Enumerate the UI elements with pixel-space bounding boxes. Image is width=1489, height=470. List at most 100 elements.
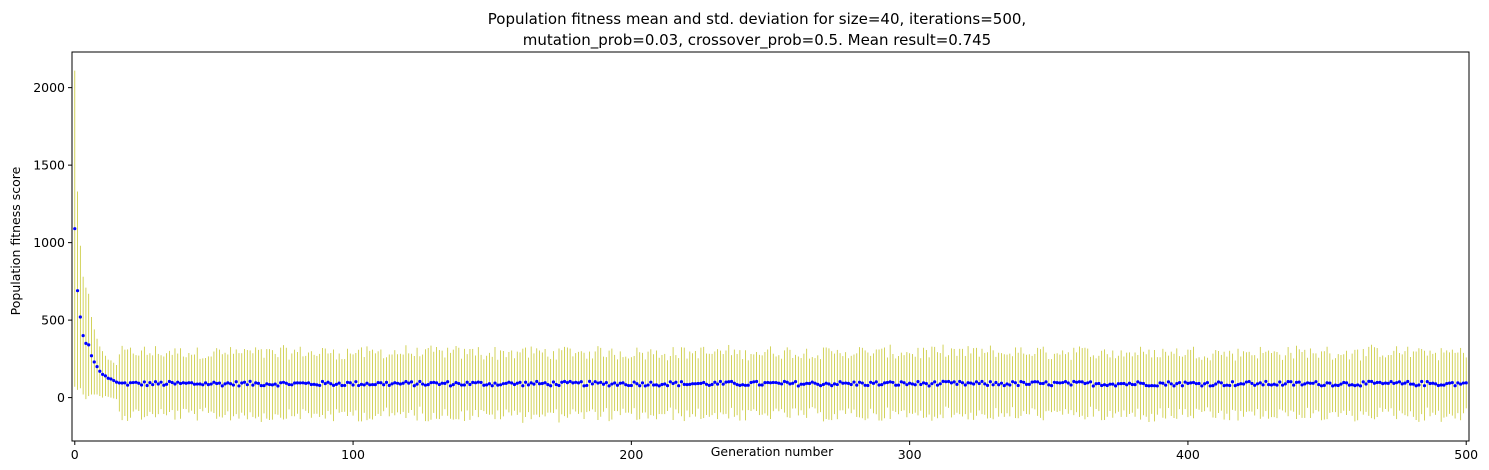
mean-point — [365, 381, 369, 385]
mean-point — [1375, 380, 1379, 385]
mean-point — [857, 380, 862, 384]
mean-point — [546, 383, 550, 387]
mean-point — [1008, 383, 1012, 387]
mean-point — [849, 382, 853, 387]
mean-point — [732, 381, 736, 385]
mean-point — [351, 383, 355, 387]
mean-point — [643, 384, 647, 388]
mean-point — [382, 383, 386, 387]
mean-point — [579, 380, 583, 384]
mean-point — [293, 381, 297, 385]
mean-point — [465, 380, 469, 384]
mean-point — [624, 383, 628, 387]
mean-point — [1225, 383, 1229, 387]
mean-point — [796, 384, 800, 388]
mean-point — [780, 382, 784, 386]
mean-point — [1317, 382, 1321, 387]
mean-point — [1389, 379, 1393, 384]
mean-point — [582, 384, 586, 388]
mean-point — [576, 381, 581, 385]
mean-point — [933, 380, 937, 384]
mean-point — [710, 382, 714, 387]
mean-point — [1052, 380, 1056, 384]
mean-point — [994, 380, 998, 385]
mean-point — [1325, 381, 1329, 385]
mean-point — [1425, 380, 1429, 384]
mean-point — [1069, 383, 1073, 387]
mean-point — [320, 379, 325, 384]
mean-point — [699, 381, 703, 385]
mean-point — [448, 384, 453, 388]
mean-point — [87, 343, 91, 347]
mean-point — [359, 382, 364, 386]
mean-point — [955, 382, 959, 386]
mean-point — [220, 384, 224, 388]
mean-point — [818, 384, 823, 388]
mean-point — [604, 381, 608, 385]
mean-point — [145, 383, 149, 388]
mean-point — [1191, 380, 1196, 385]
mean-point — [607, 384, 611, 388]
mean-point — [373, 383, 377, 387]
mean-point — [807, 381, 812, 386]
mean-point — [1378, 380, 1382, 384]
mean-point — [1344, 381, 1349, 385]
mean-point — [1383, 381, 1388, 385]
mean-point — [95, 365, 99, 369]
mean-point — [229, 382, 233, 386]
y-tick-label: 2000 — [33, 80, 65, 95]
mean-point — [590, 382, 594, 386]
mean-point — [635, 382, 639, 386]
mean-point — [1347, 383, 1351, 387]
mean-point — [1319, 384, 1324, 388]
mean-point — [1230, 380, 1235, 384]
mean-point — [793, 380, 798, 384]
mean-point — [966, 381, 970, 385]
mean-point — [81, 334, 85, 338]
mean-point — [1322, 383, 1326, 388]
mean-point — [1133, 383, 1137, 387]
mean-point — [665, 384, 670, 388]
mean-point — [190, 381, 194, 385]
mean-point — [454, 380, 458, 385]
mean-point — [181, 381, 185, 385]
mean-point — [1200, 384, 1204, 388]
mean-point — [540, 381, 544, 386]
mean-point — [816, 382, 820, 386]
mean-point — [871, 381, 876, 385]
mean-point — [245, 383, 249, 387]
mean-point — [1125, 383, 1129, 387]
mean-point — [176, 380, 180, 384]
mean-point — [963, 383, 967, 387]
mean-point — [1016, 383, 1020, 388]
mean-point — [354, 380, 358, 384]
mean-point — [1339, 382, 1343, 386]
mean-point — [501, 382, 505, 386]
mean-point — [905, 383, 909, 387]
mean-point — [1102, 383, 1107, 387]
mean-point — [262, 383, 266, 388]
mean-point — [259, 383, 263, 388]
mean-point — [162, 383, 166, 387]
mean-point — [1122, 381, 1126, 386]
mean-point — [415, 382, 419, 386]
mean-point — [988, 380, 992, 384]
mean-point — [688, 382, 692, 386]
mean-point — [1417, 383, 1421, 387]
mean-point — [1250, 381, 1254, 386]
mean-point — [690, 382, 695, 386]
mean-point — [1111, 382, 1115, 386]
mean-point — [707, 383, 711, 387]
mean-point — [704, 382, 709, 386]
mean-point — [813, 381, 817, 385]
mean-point — [668, 380, 672, 384]
mean-point — [1364, 382, 1368, 386]
mean-point — [251, 383, 255, 387]
mean-point — [977, 381, 981, 386]
mean-point — [524, 380, 528, 384]
mean-point — [167, 379, 172, 384]
mean-point — [137, 381, 141, 385]
mean-point — [1261, 383, 1265, 387]
mean-point — [270, 383, 274, 387]
mean-point — [512, 382, 517, 387]
